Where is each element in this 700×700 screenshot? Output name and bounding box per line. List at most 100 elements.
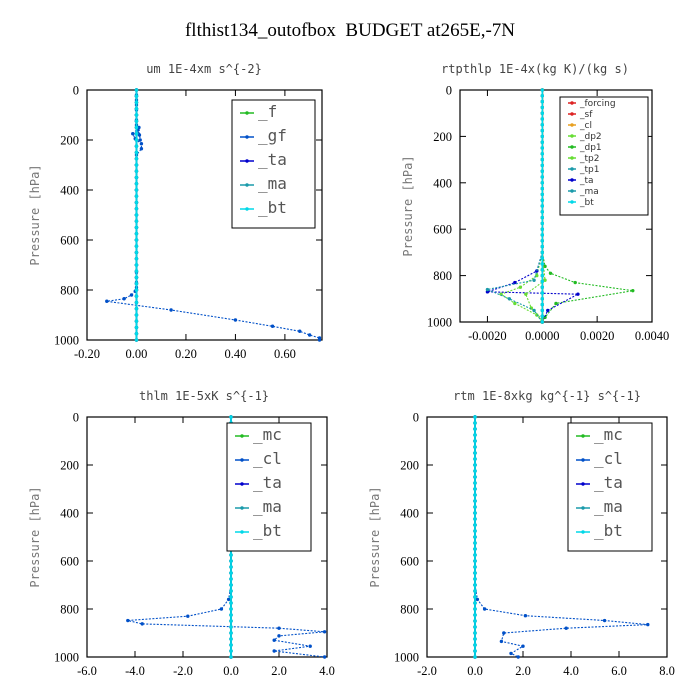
data-point <box>482 607 487 611</box>
x-tick-label: -0.20 <box>74 347 100 361</box>
data-point <box>473 499 477 503</box>
data-point <box>602 618 607 623</box>
data-point <box>473 457 477 461</box>
data-point <box>122 297 126 301</box>
data-point <box>229 415 233 419</box>
data-point <box>219 607 224 611</box>
x-tick-label: -2.0 <box>417 664 437 678</box>
legend-label: _ma <box>579 187 599 197</box>
x-tick-label: 0.60 <box>274 347 296 361</box>
data-point <box>134 250 139 255</box>
legend-marker <box>245 111 249 115</box>
data-point <box>540 146 544 150</box>
legend-marker <box>570 145 574 149</box>
data-point <box>540 181 544 185</box>
data-point <box>134 107 139 111</box>
data-point <box>229 631 233 635</box>
legend-marker <box>570 123 574 127</box>
data-point <box>134 113 139 117</box>
legend-marker <box>240 482 244 486</box>
data-point <box>473 427 477 431</box>
data-point <box>134 207 139 211</box>
data-point <box>540 233 544 237</box>
data-point <box>516 655 520 659</box>
data-point <box>554 301 558 306</box>
data-point <box>229 619 233 623</box>
data-point <box>540 215 544 220</box>
y-tick-label: 400 <box>60 184 79 198</box>
data-point <box>473 565 477 569</box>
data-point <box>134 88 139 92</box>
data-point <box>540 111 544 115</box>
data-point <box>473 439 477 443</box>
data-point <box>524 292 528 296</box>
y-axis-label: Pressure [hPa] <box>368 486 382 587</box>
chart-panel-1: um 1E-4xm s^{-2} Pressure [hPa] 0 200 400 600… <box>28 62 323 361</box>
plot-frame <box>459 89 653 323</box>
chart-title: um 1E-4xm s^{-2} <box>146 62 262 76</box>
data-point <box>139 147 144 151</box>
legend-marker <box>245 207 249 211</box>
data-point <box>134 263 139 267</box>
data-point <box>564 626 568 630</box>
x-tick-label: 0.40 <box>224 347 246 361</box>
y-tick-label: 200 <box>60 134 79 148</box>
data-point <box>540 297 544 301</box>
legend-box <box>567 422 653 552</box>
data-point <box>540 152 544 156</box>
y-tick-label: 1000 <box>394 651 419 665</box>
data-point <box>499 292 503 296</box>
data-point <box>540 204 544 208</box>
legend-label: _sf <box>579 110 593 120</box>
data-point <box>543 278 547 282</box>
data-point <box>540 256 544 260</box>
data-point <box>229 649 233 653</box>
data-point <box>507 297 512 301</box>
data-point <box>322 630 327 634</box>
data-point <box>540 250 544 255</box>
data-point <box>540 94 544 98</box>
data-point <box>229 625 233 629</box>
y-tick-label: 600 <box>60 555 79 569</box>
data-point <box>521 644 525 648</box>
y-axis-label: Pressure [hPa] <box>28 164 42 265</box>
data-point <box>548 271 553 275</box>
data-point <box>540 244 544 249</box>
data-point <box>473 505 477 509</box>
data-point <box>540 105 544 110</box>
legend-label: _tp1 <box>579 165 599 175</box>
x-tick-label: -6.0 <box>77 664 97 678</box>
legend-label: _forcing <box>579 99 616 109</box>
chart-panel-4: rtm 1E-8xkg kg^{-1} s^{-1} Pressure [hPa]… <box>368 389 675 678</box>
plot-frame <box>86 89 323 341</box>
data-point <box>540 268 544 272</box>
data-point <box>307 333 312 337</box>
y-tick-label: 0 <box>413 411 419 425</box>
data-point <box>473 643 477 647</box>
data-point <box>134 338 139 342</box>
data-point <box>134 175 139 180</box>
data-point <box>473 607 477 611</box>
data-point <box>138 138 142 142</box>
data-point <box>546 308 550 313</box>
data-point <box>473 511 477 515</box>
legend-label: _f <box>258 102 277 121</box>
data-point <box>322 655 327 659</box>
y-tick-label: 1000 <box>54 651 79 665</box>
legend-label: _bt <box>258 198 287 217</box>
data-point <box>509 651 513 656</box>
x-tick-label: 0.00 <box>126 347 148 361</box>
chart-title: rtpthlp 1E-4x(kg K)/(kg s) <box>441 62 629 76</box>
data-point <box>540 279 544 284</box>
data-point <box>502 631 506 635</box>
data-point <box>473 547 477 551</box>
data-point <box>540 169 544 173</box>
data-point <box>473 595 477 599</box>
data-point <box>308 644 312 648</box>
data-point <box>473 619 477 623</box>
series-line-dp1 <box>541 252 633 323</box>
legend-label: _ma <box>253 497 282 516</box>
x-tick-label: 6.0 <box>611 664 627 678</box>
plot-frame <box>86 416 328 658</box>
y-axis-label: Pressure [hPa] <box>401 155 415 256</box>
